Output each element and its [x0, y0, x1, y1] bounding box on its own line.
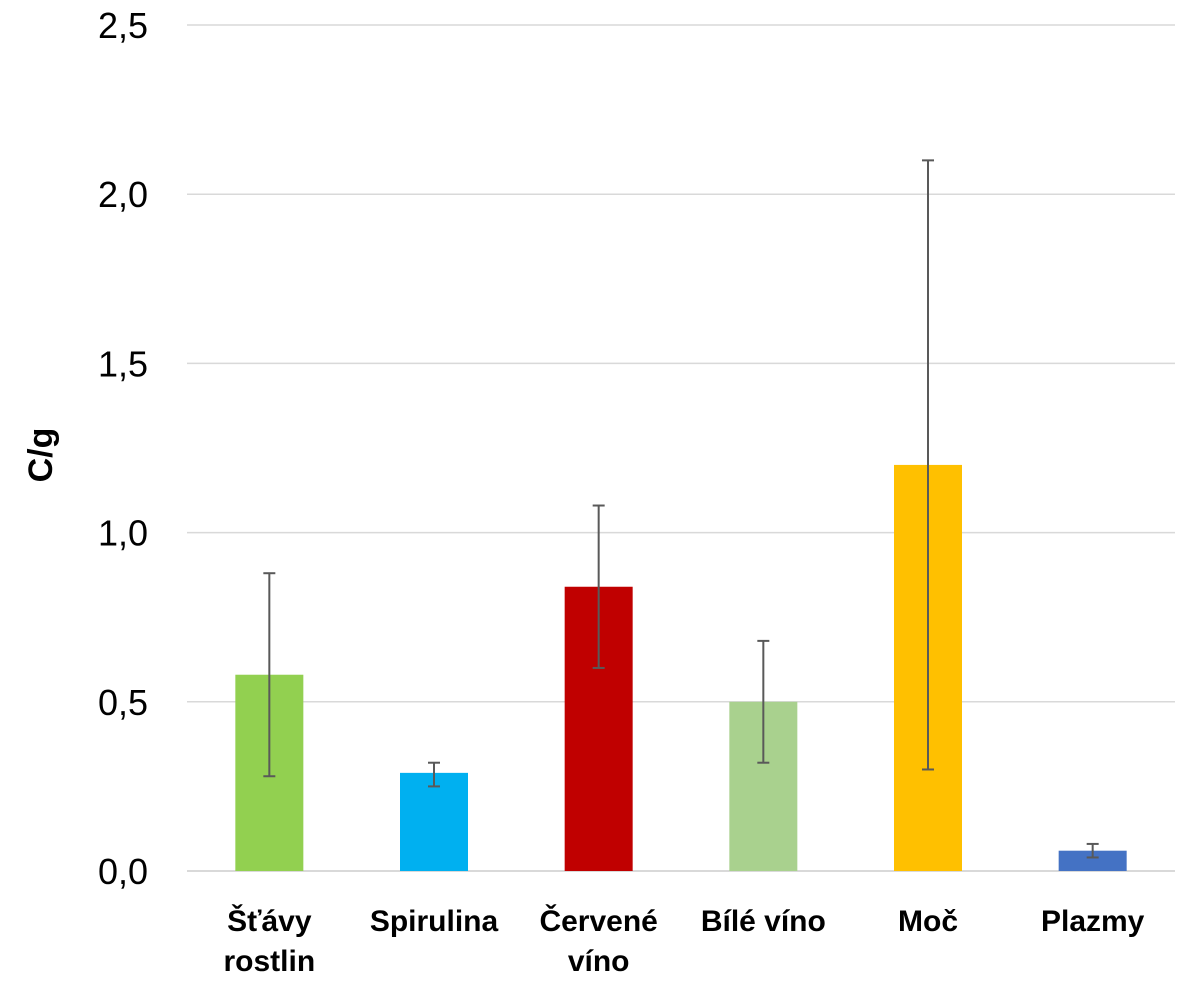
x-category-label: Šťávy rostlin [223, 904, 315, 978]
error-bars [263, 159, 1099, 859]
x-category-label: Plazmy [1041, 905, 1145, 938]
y-tick-label: 2,5 [98, 5, 148, 46]
x-category-label: Červené víno [539, 904, 657, 978]
y-axis-title: C/g [22, 428, 60, 483]
x-category-label: Bílé víno [701, 905, 826, 938]
gridlines [187, 24, 1175, 872]
error-bar [757, 639, 770, 764]
y-tick-label: 1,0 [98, 513, 148, 554]
error-bar [1086, 842, 1099, 859]
y-tick-label: 0,0 [98, 851, 148, 892]
bars [235, 464, 1127, 871]
bar [1058, 850, 1127, 871]
y-tick-label: 1,5 [98, 343, 148, 384]
y-tick-label: 2,0 [98, 174, 148, 215]
x-category-label: Moč [898, 905, 958, 938]
x-axis-category-labels: Šťávy rostlin Spirulina Červené víno Bílé vín… [223, 904, 1144, 978]
error-bar [922, 159, 934, 771]
error-bar [428, 761, 440, 788]
error-bar [263, 572, 276, 778]
bar [400, 772, 468, 871]
x-category-label: Spirulina [370, 905, 499, 938]
y-tick-label: 0,5 [98, 682, 148, 723]
error-bar [592, 504, 605, 669]
y-axis-tick-labels: 0,0 0,5 1,0 1,5 2,0 2,5 [98, 5, 148, 892]
